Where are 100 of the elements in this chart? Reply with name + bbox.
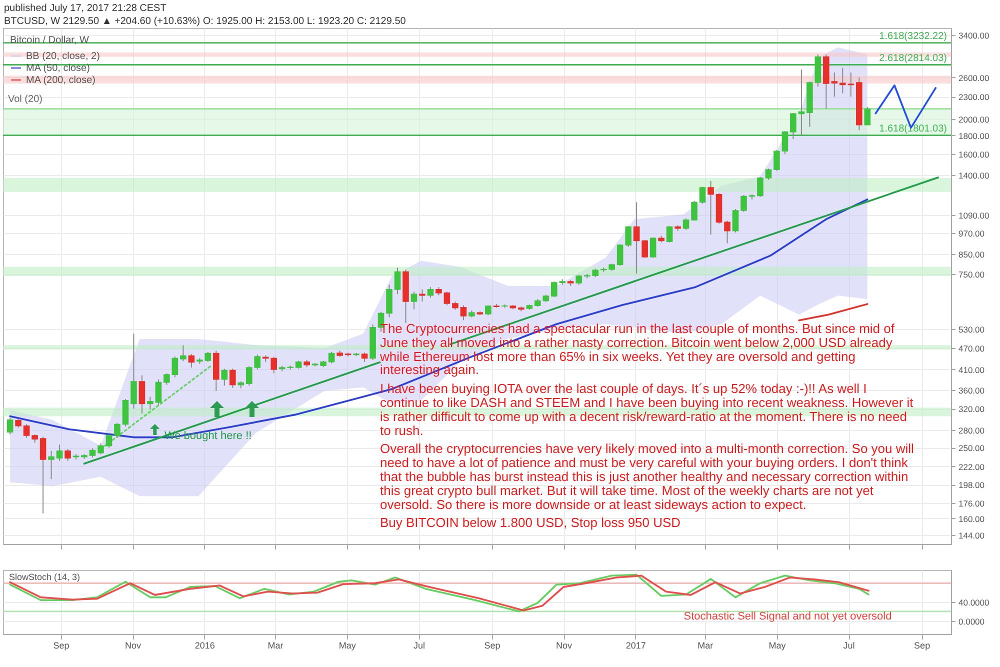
- candlestick: [848, 72, 854, 98]
- candlestick: [460, 304, 467, 321]
- candlestick: [229, 368, 236, 388]
- annotation: I have been buying IOTA over the last couple of days. It´s up 52% today :-)!! As well I continue to like DASH and STEEM and I have been buying into recent weakness. However it is rather difficult to come up with a decent risk/reward-ratio at the moment. There is no need to rush.: [380, 381, 914, 438]
- candlestick: [188, 354, 195, 368]
- candlestick: [106, 434, 112, 448]
- x-tick-label: Jul: [843, 640, 855, 650]
- x-tick-label: Nov: [125, 640, 142, 650]
- candlestick: [682, 218, 690, 230]
- x-tick-label: May: [768, 640, 786, 650]
- annotation: Buy BITCOIN below 1.800 USD, Stop loss 950 USD: [380, 515, 682, 530]
- candlestick: [740, 194, 747, 212]
- candlestick: [633, 202, 640, 274]
- y-tick-label: 1600.00: [958, 150, 990, 160]
- candlestick: [138, 374, 146, 414]
- candlestick: [840, 67, 846, 94]
- y-tick-label: 144.00: [958, 530, 985, 540]
- y-tick-label: 222.00: [958, 462, 985, 472]
- y-tick-label: 40.0000: [958, 598, 990, 608]
- annotation: Overall the cryptocurrencies have very likely moved into a multi-month correction. So you will need to have a lot of patience and must be very careful with your buying orders. I don't think that the bubble has burst instead this is just another healthy and necessary correction within this great crypto bull market. But it will take time. Most of the weekly charts are not yet oversold. So there is more downside or at least sideways action to expect.: [380, 441, 915, 512]
- candlestick: [147, 396, 154, 410]
- candlestick: [625, 226, 632, 248]
- annotation: Stochastic Sell Signal and not yet oversold: [684, 610, 892, 622]
- y-tick-label: 750.00: [958, 269, 985, 280]
- y-tick-label: 970.00: [958, 228, 985, 239]
- candlestick: [386, 284, 392, 318]
- x-tick-label: 2016: [194, 640, 215, 650]
- candlestick: [56, 444, 63, 462]
- x-tick-label: Sep: [484, 640, 500, 650]
- candlestick: [798, 69, 805, 136]
- candlestick: [616, 244, 624, 266]
- candlestick: [691, 200, 698, 222]
- legend-label: MA (200, close): [26, 75, 96, 86]
- y-tick-label: 160.00: [958, 514, 985, 524]
- candlestick: [790, 112, 796, 140]
- legend-label: BB (20, close, 2): [26, 51, 100, 62]
- y-tick-label: 360.00: [958, 386, 985, 396]
- candlestick: [410, 291, 418, 310]
- y-tick-label: 1400.00: [958, 170, 990, 181]
- candlestick: [361, 352, 368, 362]
- candlestick: [394, 267, 401, 295]
- y-tick-label: 1090.00: [958, 210, 990, 220]
- ref-line-label: 1.618(3232.22): [879, 30, 947, 42]
- candlestick: [419, 288, 426, 302]
- candlestick: [427, 286, 434, 298]
- y-tick-label: 3400.00: [958, 30, 990, 40]
- y-tick-label: 1800.00: [958, 130, 990, 141]
- candlestick: [23, 424, 30, 438]
- candlestick: [204, 351, 212, 362]
- candlestick: [732, 208, 739, 233]
- candlestick: [64, 448, 71, 462]
- candlestick: [708, 180, 714, 236]
- x-tick-label: 2017: [626, 640, 646, 650]
- y-tick-label: 198.00: [958, 480, 985, 490]
- y-tick-label: 176.00: [958, 498, 985, 509]
- ref-line-label: 1.618(1801.03): [879, 123, 947, 134]
- candlestick: [782, 130, 788, 155]
- x-tick-label: Mar: [698, 640, 714, 650]
- x-tick-label: Jul: [413, 640, 425, 650]
- y-tick-label: 850.00: [958, 250, 985, 260]
- candlestick: [650, 236, 656, 258]
- y-tick-label: 250.00: [958, 443, 985, 454]
- candlestick: [155, 378, 162, 406]
- annotation: Vol (20): [8, 94, 42, 105]
- y-tick-label: 530.00: [958, 324, 985, 334]
- candlestick: [164, 372, 170, 386]
- candlestick: [130, 333, 137, 410]
- candlestick: [89, 448, 96, 458]
- candlestick: [221, 368, 228, 386]
- candlestick: [444, 291, 450, 306]
- candlestick: [6, 417, 14, 435]
- candlestick: [576, 274, 582, 286]
- candlestick: [757, 176, 764, 198]
- candlestick: [122, 398, 129, 427]
- x-tick-label: Mar: [268, 640, 284, 650]
- x-tick-label: Sep: [914, 640, 930, 650]
- x-tick-label: Sep: [53, 640, 70, 650]
- annotation: SlowStoch (14, 3): [9, 572, 80, 582]
- y-tick-label: 320.00: [958, 404, 985, 414]
- candlestick: [666, 226, 673, 243]
- y-tick-label: 0.0000: [958, 616, 985, 626]
- x-tick-label: Nov: [556, 640, 573, 650]
- y-tick-label: 2000.00: [958, 114, 990, 124]
- y-tick-label: 2300.00: [958, 92, 990, 102]
- candlestick: [172, 356, 178, 378]
- candlestick: [114, 422, 120, 438]
- candlestick: [724, 220, 730, 244]
- x-tick-label: May: [338, 640, 356, 650]
- y-tick-label: 2600.00: [958, 72, 990, 83]
- candlestick: [699, 186, 706, 204]
- legend-label: MA (50, close): [26, 63, 90, 74]
- chart-subtitle: BTCUSD, W 2129.50 ▲ +204.60 (+10.63%) O: 1925.00 H: 2153.00 L: 1923.20 C: 2129.50: [4, 15, 407, 28]
- candlestick: [48, 450, 54, 480]
- candlestick: [40, 436, 46, 514]
- y-tick-label: 280.00: [958, 425, 985, 436]
- candlestick: [831, 72, 838, 98]
- candlestick: [774, 150, 780, 172]
- chart-title: published July 17, 2017 21:28 CEST: [4, 2, 168, 15]
- candlestick: [765, 168, 772, 180]
- candlestick: [642, 239, 648, 258]
